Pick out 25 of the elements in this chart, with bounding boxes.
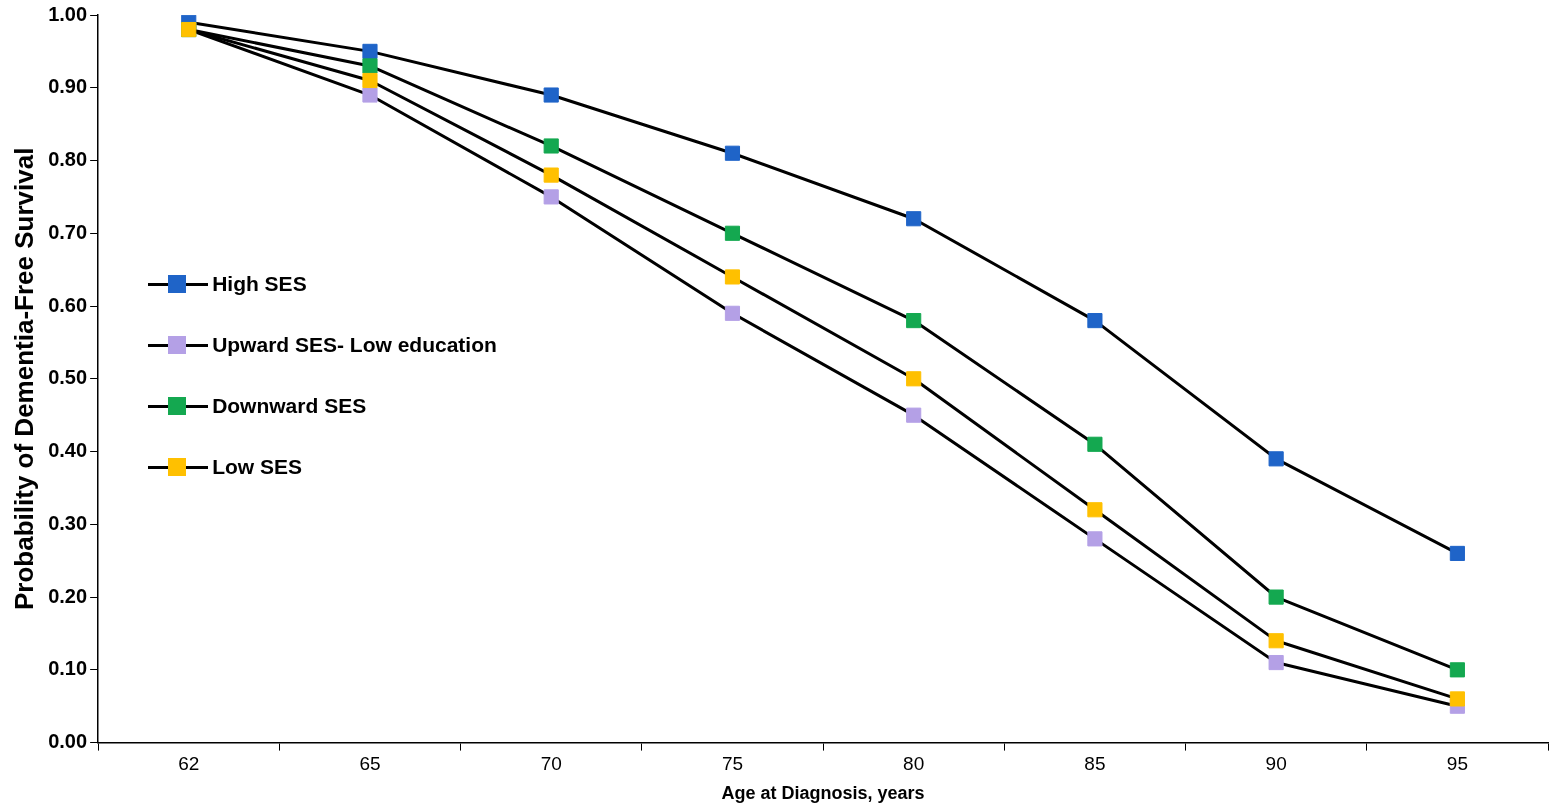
legend-label: Low SES xyxy=(212,454,302,479)
x-tick-label: 62 xyxy=(178,753,200,775)
y-tick-label: 0.80 xyxy=(48,148,88,171)
x-tick-label: 85 xyxy=(1084,753,1106,775)
y-tick-label: 0.10 xyxy=(48,657,88,680)
y-axis-title: Probability of Dementia-Free Survival xyxy=(8,147,39,610)
y-tick-label: 0.00 xyxy=(48,730,88,753)
y-tick-label: 0.60 xyxy=(48,293,88,316)
x-tick-label: 75 xyxy=(721,753,744,775)
y-tick-label: 0.50 xyxy=(48,366,88,389)
x-tick-label: 70 xyxy=(540,753,562,775)
y-tick-label: 0.40 xyxy=(48,439,88,462)
x-tick-label: 95 xyxy=(1446,753,1468,775)
y-tick-label: 0.70 xyxy=(48,220,88,243)
x-axis-title: Age at Diagnosis, years xyxy=(721,783,925,804)
x-tick-label: 65 xyxy=(359,753,381,775)
y-tick-label: 1.00 xyxy=(48,2,88,25)
x-tick-label: 90 xyxy=(1265,753,1287,775)
x-tick-label: 80 xyxy=(903,753,925,775)
y-tick-label: 0.30 xyxy=(48,511,88,534)
y-tick-label: 0.20 xyxy=(48,584,88,607)
legend-label: Downward SES xyxy=(212,393,367,418)
legend-label: Upward SES- Low education xyxy=(212,332,497,357)
y-tick-label: 0.90 xyxy=(48,75,88,98)
legend-label: High SES xyxy=(212,271,307,296)
